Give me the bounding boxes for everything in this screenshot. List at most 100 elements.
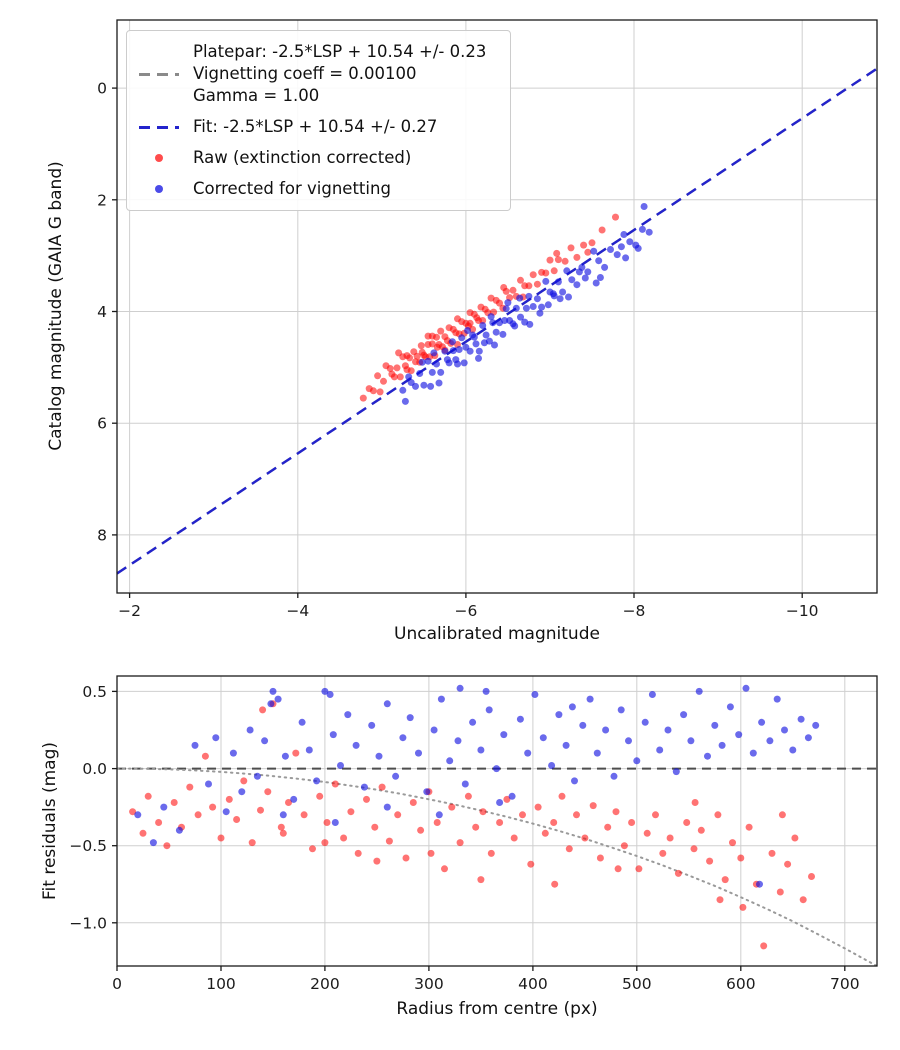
corrected-point (461, 780, 469, 788)
corrected-point (274, 695, 282, 703)
red-dot-swatch (155, 154, 163, 162)
corrected-point (500, 731, 508, 739)
raw-point (778, 811, 786, 819)
corrected-point (229, 749, 237, 757)
corrected-point (592, 279, 600, 287)
corrected-point (584, 268, 592, 276)
corrected-point (695, 687, 703, 695)
corrected-point (491, 341, 498, 349)
corrected-point (575, 268, 583, 276)
legend-entry-fit: Fit: -2.5*LSP + 10.54 +/- 0.27 (139, 116, 486, 138)
corrected-point (573, 281, 581, 289)
corrected-point (516, 294, 524, 302)
raw-point (541, 829, 549, 837)
raw-point (716, 896, 724, 904)
corrected-point (191, 741, 199, 749)
raw-point (674, 869, 682, 877)
corrected-point (687, 737, 695, 745)
x-tick-label: 0 (112, 975, 122, 993)
corrected-point (586, 695, 594, 703)
raw-point (697, 826, 705, 834)
corrected-point (555, 711, 563, 719)
corrected-point (415, 749, 422, 757)
legend-corrected-label: Corrected for vignetting (193, 179, 391, 198)
raw-point (472, 823, 480, 831)
corrected-point (749, 749, 757, 757)
corrected-point (427, 382, 435, 390)
corrected-point (797, 715, 805, 723)
raw-point (500, 284, 508, 291)
corrected-point (418, 358, 426, 366)
corrected-point (756, 880, 763, 888)
raw-point (331, 780, 339, 788)
corrected-point (617, 706, 625, 714)
raw-point (257, 806, 264, 814)
raw-point (155, 819, 163, 826)
x-tick-label: 400 (518, 975, 548, 993)
corrected-point (464, 327, 472, 334)
corrected-point (487, 313, 495, 321)
corrected-point (526, 320, 534, 328)
raw-point (519, 811, 526, 819)
corrected-point (781, 726, 788, 734)
corrected-point (579, 721, 587, 729)
raw-point (745, 823, 753, 831)
raw-point (477, 876, 485, 884)
raw-point (323, 819, 331, 826)
raw-point (413, 352, 421, 360)
corrected-point (406, 714, 414, 722)
corrected-point (424, 357, 432, 365)
raw-point (217, 834, 225, 842)
corrected-point (423, 788, 431, 796)
corrected-point (538, 303, 546, 311)
corrected-point (401, 397, 409, 405)
legend-entry-corrected: Corrected for vignetting (139, 178, 486, 200)
raw-point (683, 819, 691, 826)
corrected-point (533, 295, 541, 303)
raw-point (385, 837, 393, 845)
axes-frame (116, 19, 878, 594)
corrected-point (718, 741, 726, 749)
corrected-point (331, 819, 339, 826)
corrected-point (568, 703, 576, 711)
corrected-point (493, 765, 500, 773)
corrected-point (542, 277, 550, 285)
corrected-point (485, 706, 493, 714)
corrected-point (726, 703, 734, 711)
y-tick-label: −1.0 (69, 914, 107, 932)
corrected-point (326, 691, 334, 698)
corrected-point (437, 695, 445, 703)
corrected-point (253, 772, 261, 780)
raw-point (551, 880, 559, 888)
raw-point (209, 803, 217, 811)
raw-point (496, 299, 503, 307)
raw-point (525, 282, 533, 290)
raw-point (433, 343, 441, 351)
corrected-point (758, 718, 766, 726)
raw-point (376, 388, 384, 396)
raw-point (643, 829, 651, 837)
raw-point (550, 819, 558, 826)
raw-point (529, 271, 537, 279)
corrected-point (620, 231, 628, 238)
corrected-dot-icon (139, 185, 179, 193)
raw-point (409, 799, 417, 806)
x-tick-label: −4 (286, 602, 309, 620)
corrected-point (480, 339, 488, 347)
x-tick-label: 200 (310, 975, 340, 993)
raw-point (580, 241, 588, 249)
corrected-point (634, 244, 642, 252)
raw-point (186, 783, 194, 791)
corrected-point (428, 368, 436, 376)
raw-point (510, 834, 518, 842)
corrected-point (536, 309, 544, 317)
corrected-point (375, 752, 383, 760)
corrected-point (407, 379, 415, 386)
x-tick-label: 100 (206, 975, 236, 993)
gray-dash-swatch (139, 72, 179, 76)
corrected-point (489, 319, 497, 327)
raw-point (534, 803, 542, 811)
corrected-point (804, 734, 812, 742)
raw-point (285, 799, 292, 806)
